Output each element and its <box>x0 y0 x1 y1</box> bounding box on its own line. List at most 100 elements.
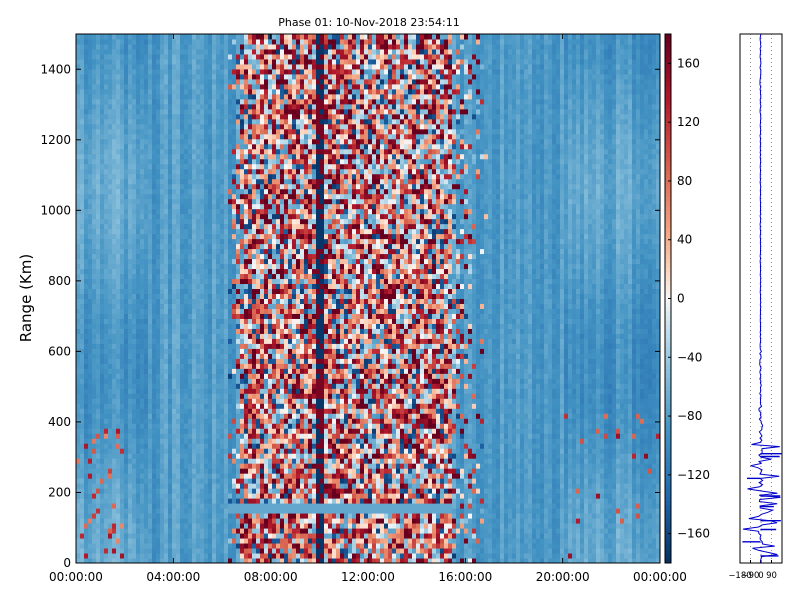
heatmap-cell <box>140 268 145 275</box>
heatmap-cell <box>100 278 105 285</box>
heatmap-cell <box>188 148 193 155</box>
heatmap-cell <box>148 503 153 509</box>
heatmap-cell <box>156 248 161 255</box>
heatmap-cell <box>212 34 217 40</box>
heatmap-cell <box>160 133 165 140</box>
heatmap-cell <box>192 423 197 429</box>
heatmap-cell <box>232 318 237 324</box>
heatmap-cell <box>172 458 177 464</box>
heatmap-cell <box>76 273 81 280</box>
heatmap-cell <box>140 373 145 379</box>
heatmap-cell <box>124 253 129 260</box>
heatmap-cell <box>156 38 161 45</box>
heatmap-cell <box>148 418 153 424</box>
heatmap-cell <box>184 343 189 349</box>
heatmap-cell <box>144 208 149 215</box>
heatmap-cell <box>124 78 129 85</box>
heatmap-cell <box>240 528 245 534</box>
heatmap-cell <box>236 68 241 75</box>
heatmap-cell <box>220 338 225 344</box>
heatmap-cell <box>112 288 117 295</box>
heatmap-cell <box>160 288 165 295</box>
heatmap-cell <box>168 308 173 314</box>
heatmap-cell <box>204 478 209 484</box>
heatmap-cell <box>164 48 169 55</box>
heatmap-cell <box>232 323 237 329</box>
heatmap-cell <box>84 243 89 250</box>
heatmap-cell <box>104 343 109 349</box>
heatmap-cell <box>224 558 229 564</box>
heatmap-cell <box>136 508 141 514</box>
heatmap-cell <box>152 123 157 130</box>
heatmap-cell <box>252 193 257 200</box>
heatmap-cell <box>212 273 217 280</box>
heatmap-cell <box>116 143 121 150</box>
heatmap-cell <box>100 483 105 489</box>
heatmap-cell <box>168 433 173 439</box>
heatmap-cell <box>236 468 241 474</box>
heatmap-cell <box>236 123 241 130</box>
heatmap-cell <box>140 493 145 499</box>
heatmap-cell <box>180 548 185 554</box>
heatmap-cell <box>136 528 141 534</box>
heatmap-cell <box>204 338 209 344</box>
heatmap-cell <box>248 78 253 85</box>
heatmap-cell <box>176 418 181 424</box>
heatmap-cell <box>192 183 197 190</box>
heatmap-cell <box>228 493 233 499</box>
heatmap-cell <box>136 203 141 210</box>
heatmap-cell <box>164 108 169 115</box>
heatmap-cell <box>160 333 165 339</box>
heatmap-cell <box>216 288 221 295</box>
heatmap-cell <box>184 93 189 100</box>
heatmap-cell <box>120 308 125 314</box>
heatmap-cell <box>172 263 177 270</box>
heatmap-cell <box>80 313 85 319</box>
heatmap-cell <box>100 473 105 479</box>
heatmap-cell <box>260 278 265 285</box>
heatmap-cell <box>164 58 169 65</box>
heatmap-cell <box>204 293 209 299</box>
heatmap-cell <box>168 98 173 105</box>
heatmap-cell <box>260 168 265 175</box>
heatmap-cell <box>96 183 101 190</box>
heatmap-cell <box>232 548 237 554</box>
heatmap-cell <box>88 518 93 524</box>
heatmap-cell <box>128 38 133 45</box>
heatmap-cell <box>104 383 109 389</box>
heatmap-cell <box>188 143 193 150</box>
heatmap-cell <box>84 553 89 559</box>
heatmap-cell <box>84 518 89 524</box>
heatmap-cell <box>192 108 197 115</box>
heatmap-cell <box>136 153 141 160</box>
heatmap-cell <box>88 208 93 215</box>
heatmap-cell <box>192 523 197 529</box>
heatmap-cell <box>164 528 169 534</box>
heatmap-cell <box>156 103 161 110</box>
heatmap-cell <box>184 458 189 464</box>
heatmap-cell <box>96 198 101 205</box>
heatmap-cell <box>224 293 229 299</box>
heatmap-cell <box>184 183 189 190</box>
heatmap-cell <box>108 178 113 185</box>
heatmap-cell <box>228 298 233 304</box>
heatmap-cell <box>188 328 193 334</box>
heatmap-cell <box>188 243 193 250</box>
heatmap-cell <box>192 258 197 265</box>
heatmap-cell <box>168 48 173 55</box>
heatmap-cell <box>92 368 97 374</box>
heatmap-cell <box>256 178 261 185</box>
heatmap-cell <box>144 413 149 419</box>
heatmap-cell <box>216 43 221 50</box>
heatmap-cell <box>96 78 101 85</box>
heatmap-cell <box>128 458 133 464</box>
heatmap-cell <box>136 238 141 245</box>
heatmap-cell <box>92 328 97 334</box>
heatmap-cell <box>216 408 221 414</box>
heatmap-cell <box>260 243 265 250</box>
heatmap-cell <box>132 318 137 324</box>
heatmap-cell <box>176 403 181 409</box>
heatmap-cells <box>76 34 661 564</box>
heatmap-cell <box>176 388 181 394</box>
heatmap-cell <box>112 218 117 225</box>
